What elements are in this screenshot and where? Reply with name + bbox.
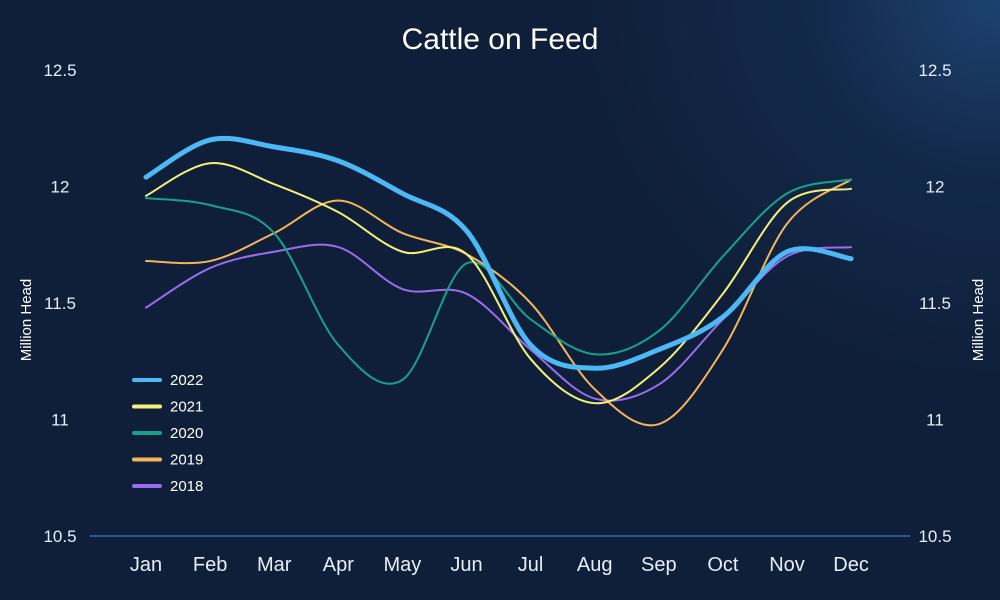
legend-label: 2021 <box>170 399 203 416</box>
legend-label: 2018 <box>170 478 203 495</box>
y-tick-right: 11.5 <box>919 294 951 313</box>
y-tick-left: 11 <box>51 411 69 430</box>
series-line-2021 <box>145 162 853 405</box>
legend-label: 2019 <box>170 452 203 469</box>
y-tick-right: 12 <box>926 178 945 197</box>
legend-label: 2022 <box>170 372 203 389</box>
y-tick-right: 12.5 <box>918 61 951 80</box>
y-tick-left: 11.5 <box>44 294 76 313</box>
y-tick-right: 10.5 <box>918 527 951 546</box>
legend-label: 2020 <box>170 425 203 442</box>
legend-item-2020[interactable]: 2020 <box>132 425 203 442</box>
y-tick-right: 11 <box>926 411 944 430</box>
x-tick: Jan <box>130 554 162 576</box>
x-tick: Nov <box>769 554 805 576</box>
series-line-2018 <box>145 243 853 402</box>
x-tick: Sep <box>641 554 677 576</box>
x-tick: Dec <box>833 554 869 576</box>
x-tick: Aug <box>577 554 613 576</box>
y-axis-label-left: Million Head <box>18 279 35 362</box>
x-tick: Feb <box>193 554 227 576</box>
x-tick: May <box>384 554 422 576</box>
chart-title: Cattle on Feed <box>402 23 599 56</box>
legend-item-2022[interactable]: 2022 <box>132 372 203 389</box>
legend-item-2018[interactable]: 2018 <box>132 478 203 495</box>
legend-item-2021[interactable]: 2021 <box>132 399 203 416</box>
x-tick: Jul <box>518 554 544 576</box>
series-line-2020 <box>145 178 853 385</box>
legend-item-2019[interactable]: 2019 <box>132 452 203 469</box>
y-tick-left: 12 <box>51 178 70 197</box>
x-tick: Jun <box>450 554 482 576</box>
x-tick: Oct <box>707 554 739 576</box>
series-line-2022 <box>143 135 854 371</box>
x-tick: Mar <box>257 554 292 576</box>
y-tick-left: 10.5 <box>43 527 76 546</box>
y-tick-left: 12.5 <box>43 61 76 80</box>
y-axis-label-right: Million Head <box>970 279 987 362</box>
x-tick: Apr <box>323 554 354 576</box>
